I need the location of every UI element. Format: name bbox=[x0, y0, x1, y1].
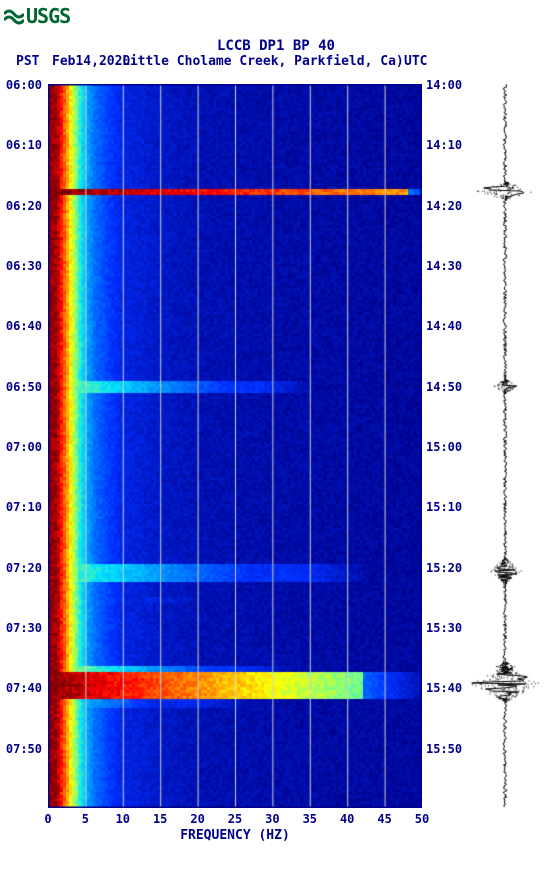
xtick: 15 bbox=[150, 812, 170, 826]
chart-title: LCCB DP1 BP 40 bbox=[0, 38, 552, 54]
xtick: 40 bbox=[337, 812, 357, 826]
seismogram-canvas bbox=[470, 84, 540, 808]
ytick-right: 15:20 bbox=[426, 561, 466, 575]
spectrogram-chart bbox=[48, 84, 422, 808]
ytick-right: 14:30 bbox=[426, 259, 466, 273]
ytick-right: 14:10 bbox=[426, 138, 466, 152]
xtick: 35 bbox=[300, 812, 320, 826]
seismogram-trace bbox=[470, 84, 540, 808]
ytick-left: 06:30 bbox=[2, 259, 42, 273]
ytick-left: 06:20 bbox=[2, 199, 42, 213]
xtick: 45 bbox=[375, 812, 395, 826]
usgs-wave-icon bbox=[4, 7, 24, 25]
ytick-left: 07:30 bbox=[2, 621, 42, 635]
ytick-left: 07:10 bbox=[2, 500, 42, 514]
logo-text: USGS bbox=[26, 4, 70, 28]
xtick: 25 bbox=[225, 812, 245, 826]
right-timezone: UTC bbox=[404, 54, 427, 69]
ytick-right: 14:40 bbox=[426, 319, 466, 333]
ytick-left: 07:40 bbox=[2, 681, 42, 695]
ytick-right: 14:20 bbox=[426, 199, 466, 213]
left-timezone: PST bbox=[16, 54, 39, 69]
x-axis-label: FREQUENCY (HZ) bbox=[48, 828, 422, 843]
ytick-right: 15:10 bbox=[426, 500, 466, 514]
chart-location: Little Cholame Creek, Parkfield, Ca) bbox=[122, 54, 404, 69]
xtick: 10 bbox=[113, 812, 133, 826]
ytick-left: 07:00 bbox=[2, 440, 42, 454]
chart-date: Feb14,2020 bbox=[52, 54, 130, 69]
xtick: 30 bbox=[262, 812, 282, 826]
ytick-left: 06:40 bbox=[2, 319, 42, 333]
ytick-left: 06:50 bbox=[2, 380, 42, 394]
xtick: 5 bbox=[75, 812, 95, 826]
spectrogram-canvas bbox=[48, 84, 422, 808]
xtick: 20 bbox=[188, 812, 208, 826]
ytick-right: 14:50 bbox=[426, 380, 466, 394]
ytick-right: 15:30 bbox=[426, 621, 466, 635]
usgs-logo: USGS bbox=[4, 4, 70, 28]
ytick-left: 06:00 bbox=[2, 78, 42, 92]
ytick-left: 07:20 bbox=[2, 561, 42, 575]
ytick-right: 15:50 bbox=[426, 742, 466, 756]
xtick: 0 bbox=[38, 812, 58, 826]
ytick-left: 07:50 bbox=[2, 742, 42, 756]
xtick: 50 bbox=[412, 812, 432, 826]
ytick-left: 06:10 bbox=[2, 138, 42, 152]
ytick-right: 14:00 bbox=[426, 78, 466, 92]
ytick-right: 15:00 bbox=[426, 440, 466, 454]
ytick-right: 15:40 bbox=[426, 681, 466, 695]
